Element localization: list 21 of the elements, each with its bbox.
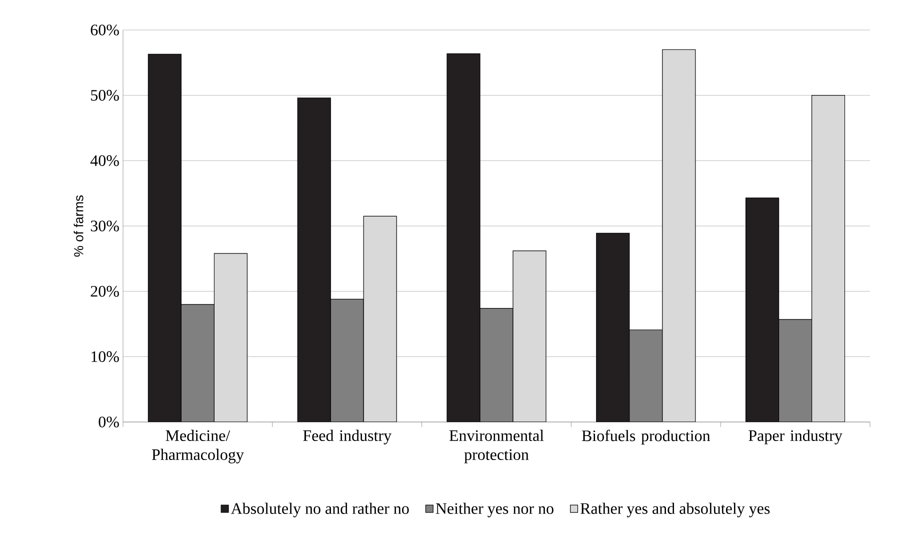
bar (446, 53, 480, 422)
x-tick-label: Biofuels production (582, 430, 710, 444)
bar (148, 54, 182, 422)
bar (596, 232, 630, 422)
legend-label: Absolutely no and rather no (230, 502, 409, 518)
legend-label: Neither yes nor no (436, 502, 554, 518)
y-tick-label: 10% (92, 351, 119, 362)
bar (746, 198, 780, 422)
legend-label: Rather yes and absolutely yes (580, 502, 770, 518)
x-tick-label: Environmental protection (449, 430, 544, 464)
y-axis-title: % of farms (74, 195, 84, 257)
y-tick-label: 60% (90, 24, 119, 36)
x-tick-label: Feed industry (303, 430, 392, 444)
y-tick-label: 20% (90, 286, 119, 297)
x-tick-label: Medicine/ Pharmacology (152, 430, 244, 464)
y-tick-label: 0% (98, 416, 119, 428)
y-tick-label: 50% (91, 90, 119, 101)
y-tick-label: 30% (90, 220, 119, 232)
bar (297, 98, 331, 422)
x-tick-label: Paper industry (748, 430, 842, 444)
y-tick-label: 40% (90, 155, 119, 166)
